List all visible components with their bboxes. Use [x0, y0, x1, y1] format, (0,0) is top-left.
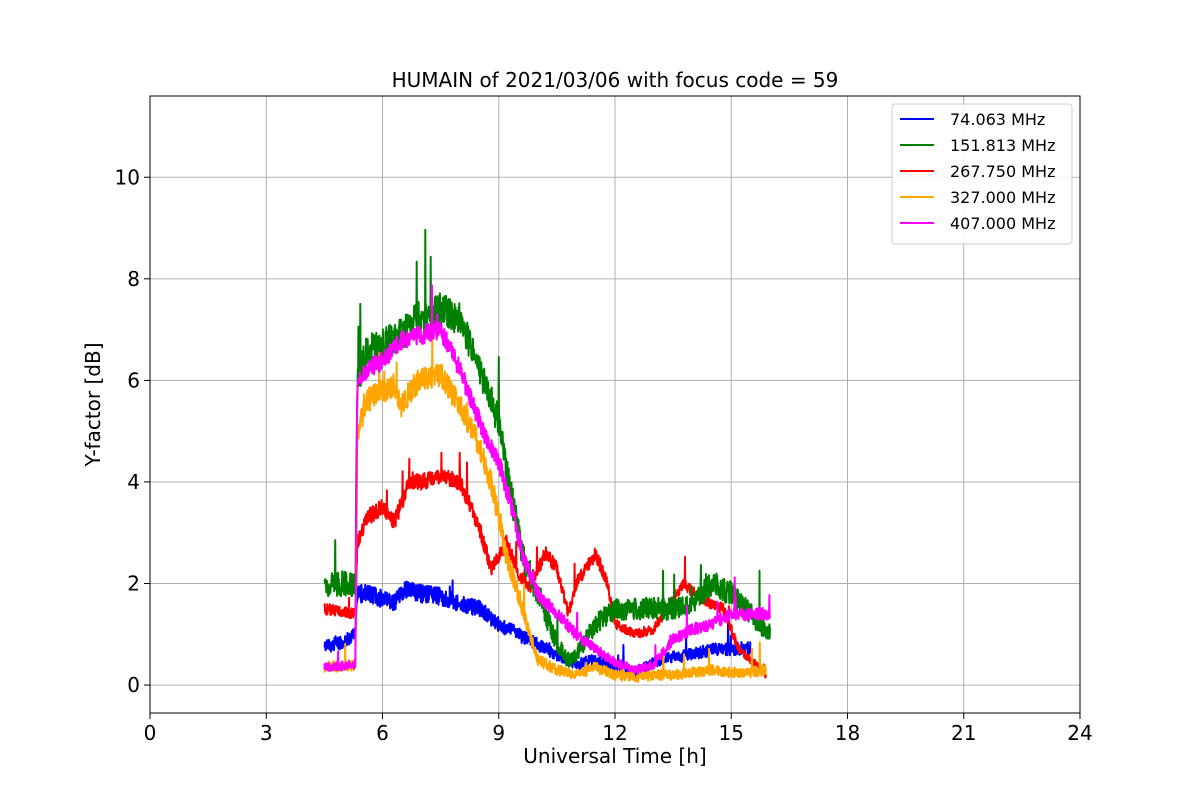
y-tick-label: 0 [127, 673, 140, 697]
legend-label: 151.813 MHz [950, 136, 1055, 155]
y-tick-label: 8 [127, 267, 140, 291]
x-tick-label: 0 [144, 721, 157, 745]
legend: 74.063 MHz 151.813 MHz 267.750 MHz 327.000 … [891, 103, 1073, 245]
series-line [323, 228, 771, 668]
x-tick-label: 6 [376, 721, 389, 745]
series-line [323, 579, 752, 678]
legend-label: 327.000 MHz [950, 188, 1055, 207]
y-tick-label: 10 [115, 165, 140, 189]
x-tick-label: 24 [1067, 721, 1092, 745]
y-tick-label: 2 [127, 572, 140, 596]
x-tick-label: 9 [492, 721, 505, 745]
legend-label: 407.000 MHz [950, 214, 1055, 233]
y-tick-label: 6 [127, 368, 140, 392]
series-lines [323, 228, 771, 683]
chart-title: HUMAIN of 2021/03/06 with focus code = 5… [392, 68, 839, 92]
legend-box [891, 103, 1073, 245]
legend-label: 74.063 MHz [950, 110, 1045, 129]
x-tick-label: 3 [260, 721, 273, 745]
series-line [323, 284, 771, 674]
x-tick-label: 15 [719, 721, 744, 745]
x-tick-label: 21 [951, 721, 976, 745]
legend-label: 267.750 MHz [950, 162, 1055, 181]
x-tick-label: 18 [835, 721, 860, 745]
y-axis-label: Y-factor [dB] [81, 342, 105, 467]
series-line [323, 338, 768, 683]
x-axis-label: Universal Time [h] [523, 744, 706, 768]
x-tick-label: 12 [602, 721, 627, 745]
y-tick-label: 4 [127, 470, 140, 494]
